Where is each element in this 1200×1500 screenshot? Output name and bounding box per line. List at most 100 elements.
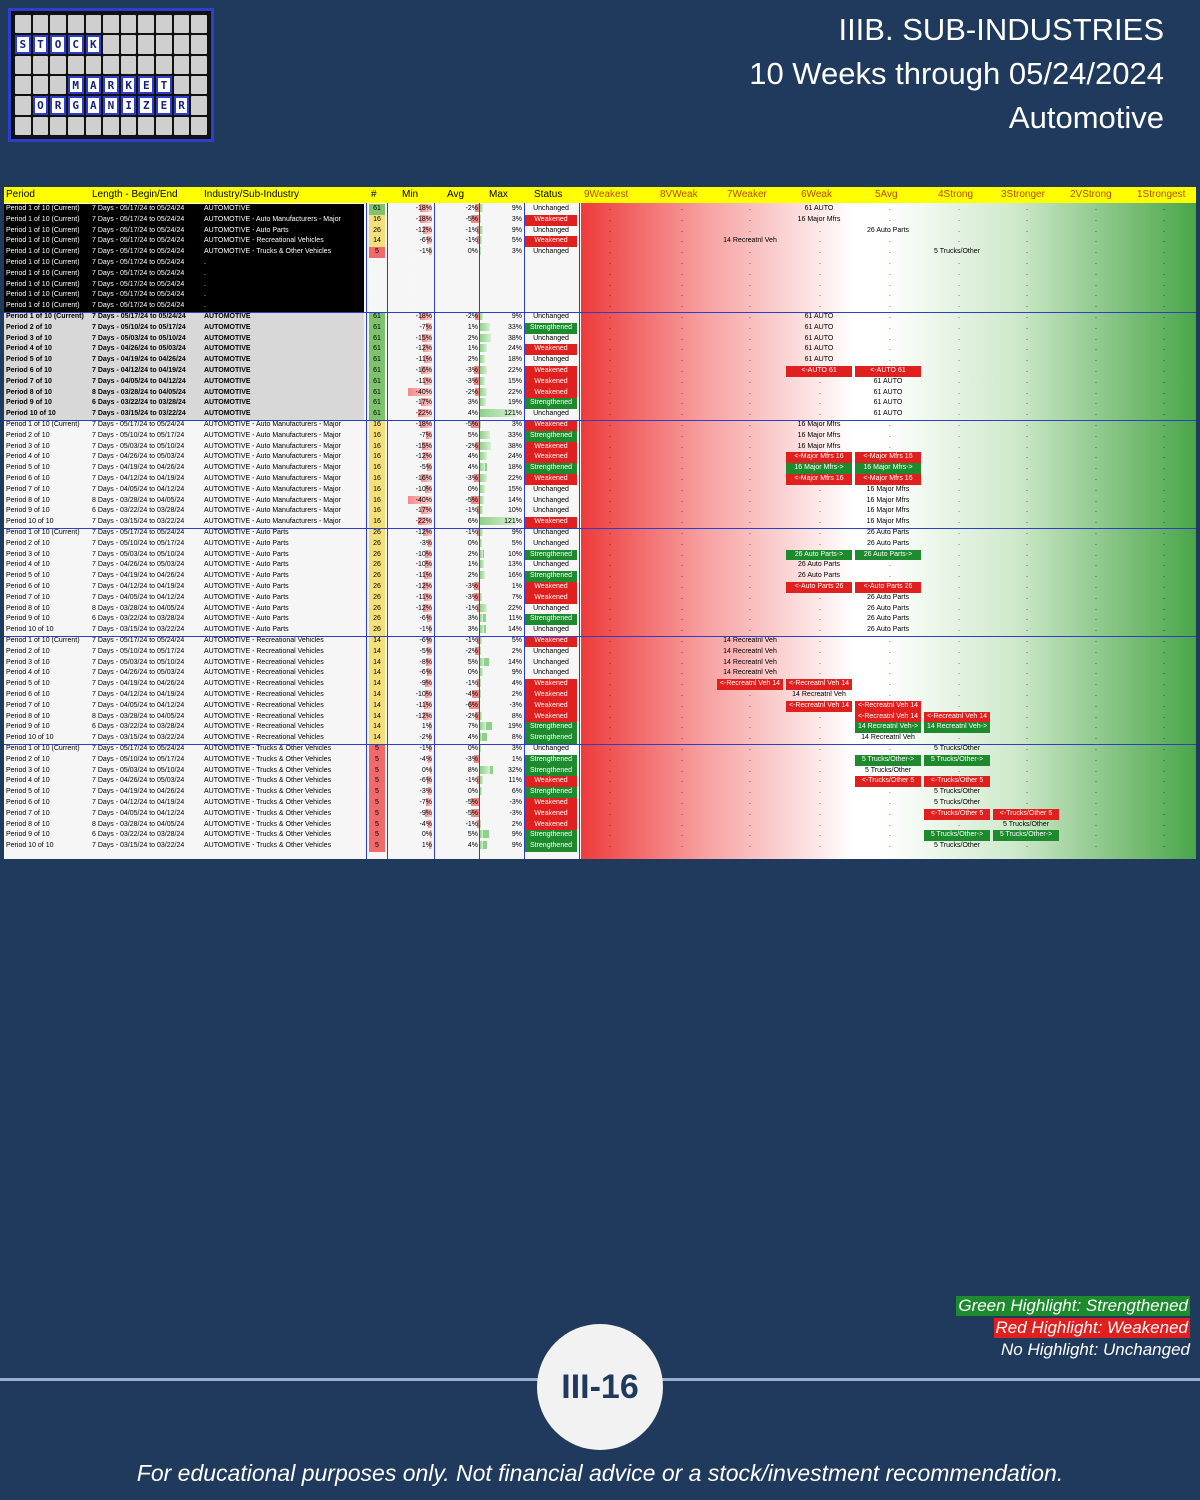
max-bar (480, 376, 485, 385)
empty-cell: . (749, 831, 751, 839)
count-cell: 5 (369, 765, 385, 777)
industry-cell: AUTOMOTIVE - Trucks & Other Vehicles (204, 820, 332, 828)
empty-cell: . (749, 485, 751, 493)
avg-cell: -3% (465, 377, 478, 385)
count-cell: 14 (369, 636, 385, 647)
logo-cell: G (67, 96, 84, 115)
industry-cell: AUTOMOTIVE (204, 388, 251, 396)
status-cell: Weakened (525, 214, 577, 226)
empty-cell: . (1163, 842, 1165, 850)
empty-cell: . (1163, 658, 1165, 666)
strength-label: <-AUTO 61 (786, 366, 852, 377)
empty-cell: . (609, 291, 611, 299)
max-cell: 11% (508, 615, 523, 623)
count-cell: 61 (369, 409, 385, 420)
status-cell: Strengthened (525, 463, 577, 474)
max-cell: 14% (507, 626, 522, 634)
avg-cell: -1% (465, 604, 478, 612)
table-row: Period 2 of 10 7 Days - 05/10/24 to 05/17… (4, 322, 1196, 334)
block-separator (4, 636, 1196, 637)
length-cell: 7 Days - 03/15/24 to 03/22/24 (92, 626, 185, 634)
empty-cell: . (819, 291, 821, 299)
empty-cell: . (609, 356, 611, 364)
status-cell: Weakened (525, 798, 577, 809)
empty-cell: . (749, 356, 751, 364)
avg-cell: 3% (467, 626, 478, 634)
empty-cell: . (1095, 280, 1097, 288)
empty-cell: . (1026, 626, 1028, 634)
count-cell: 16 (369, 441, 385, 453)
empty-cell: . (609, 485, 611, 493)
logo-cell (173, 76, 190, 95)
max-cell: 18% (507, 464, 522, 472)
industry-cell: AUTOMOTIVE - Recreational Vehicles (204, 637, 324, 644)
avg-cell: -5% (465, 799, 478, 806)
max-bar (480, 452, 488, 461)
strength-label: 14 Recreatnl Veh (792, 691, 846, 698)
min-cell: -22% (415, 518, 432, 526)
empty-cell: . (609, 691, 611, 698)
empty-cell: . (958, 518, 960, 526)
period-cell: Period 5 of 10 (6, 572, 50, 580)
min-bar (427, 463, 432, 472)
empty-cell: . (1163, 712, 1165, 720)
min-bar (425, 679, 432, 688)
count-cell: 14 (369, 236, 385, 248)
empty-cell: . (889, 237, 891, 245)
empty-cell: . (889, 669, 891, 677)
empty-cell: . (1095, 356, 1097, 364)
max-cell: 8% (511, 734, 522, 742)
empty-cell: . (1163, 604, 1165, 612)
table-row: Period 6 of 10 7 Days - 04/12/24 to 04/19… (4, 474, 1196, 485)
strength-label: <-Recreatnl Veh 14 (786, 700, 852, 712)
length-cell: 7 Days - 03/15/24 to 03/22/24 (92, 518, 185, 526)
avg-bar (480, 733, 487, 742)
empty-cell: . (819, 809, 821, 817)
empty-cell: . (958, 680, 960, 688)
empty-cell: . (749, 799, 751, 806)
empty-cell: . (1163, 809, 1165, 817)
min-cell: -12% (415, 226, 432, 234)
empty-cell: . (749, 615, 751, 623)
strength-label: <-Major Mfrs 16 (786, 474, 852, 485)
length-cell: 7 Days - 04/19/24 to 04/26/24 (92, 788, 185, 796)
period-cell: Period 2 of 10 (6, 755, 50, 763)
empty-cell: . (1095, 518, 1097, 526)
empty-cell: . (1026, 755, 1028, 763)
empty-cell: . (609, 572, 611, 580)
status-cell: Strengthened (525, 754, 577, 766)
empty-cell: . (889, 313, 891, 320)
empty-cell: . (1095, 788, 1097, 796)
empty-cell: . (889, 507, 891, 515)
empty-cell: . (819, 518, 821, 526)
empty-cell: . (1163, 388, 1165, 396)
strength-label: 14 Recreatnl Veh (861, 734, 915, 742)
logo-cell (120, 116, 137, 135)
strength-label: 16 Major Mfrs (866, 485, 910, 493)
empty-cell: . (749, 788, 751, 796)
empty-cell: . (681, 734, 683, 742)
min-bar (423, 571, 432, 580)
length-cell: 7 Days - 05/17/24 to 05/24/24 (92, 259, 185, 266)
empty-cell: . (1026, 496, 1028, 504)
empty-cell: . (889, 280, 891, 288)
min-cell: -17% (415, 507, 432, 515)
empty-cell: . (819, 734, 821, 742)
column-header: Max (489, 189, 508, 200)
logo-cell: N (103, 96, 119, 115)
count-cell: 26 (369, 225, 385, 237)
empty-cell: . (1026, 507, 1028, 515)
logo-cell: K (85, 35, 102, 54)
empty-cell: . (819, 259, 821, 266)
min-cell: . (414, 269, 416, 277)
max-bar (480, 506, 483, 515)
strength-label: 16 Major Mfrs-> (855, 463, 921, 474)
empty-cell: . (609, 388, 611, 396)
logo-cell (15, 15, 31, 34)
empty-cell: . (749, 334, 751, 342)
industry-cell: AUTOMOTIVE (204, 399, 251, 407)
max-bar (480, 420, 481, 428)
logo-cell: R (103, 76, 119, 95)
status-cell: Unchanged (533, 745, 569, 752)
empty-cell: . (1026, 205, 1028, 212)
